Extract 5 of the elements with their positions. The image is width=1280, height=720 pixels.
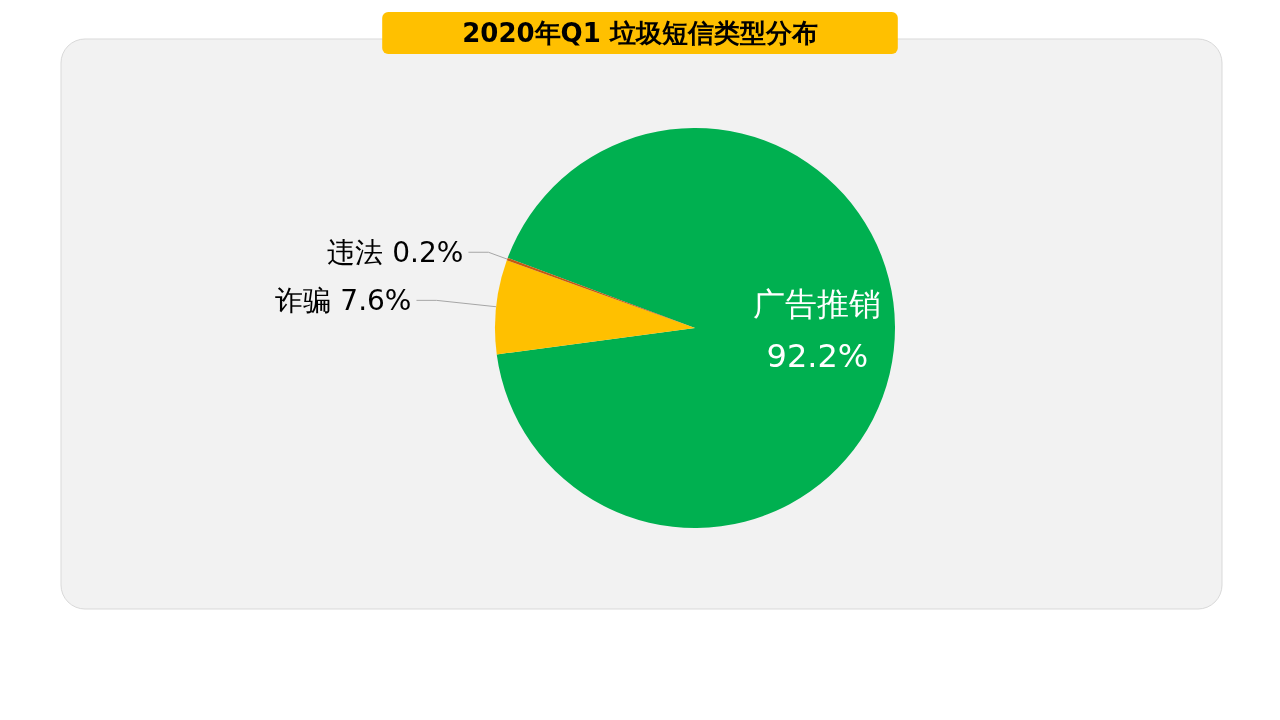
slice-label: 广告推销 bbox=[753, 284, 882, 323]
data-label: 92.2% bbox=[766, 336, 869, 375]
slice-label: 违法 0.2% bbox=[327, 235, 464, 269]
slice-label: 诈骗 7.6% bbox=[275, 283, 412, 317]
chart-title: 2020年Q1 垃圾短信类型分布 bbox=[462, 18, 818, 48]
